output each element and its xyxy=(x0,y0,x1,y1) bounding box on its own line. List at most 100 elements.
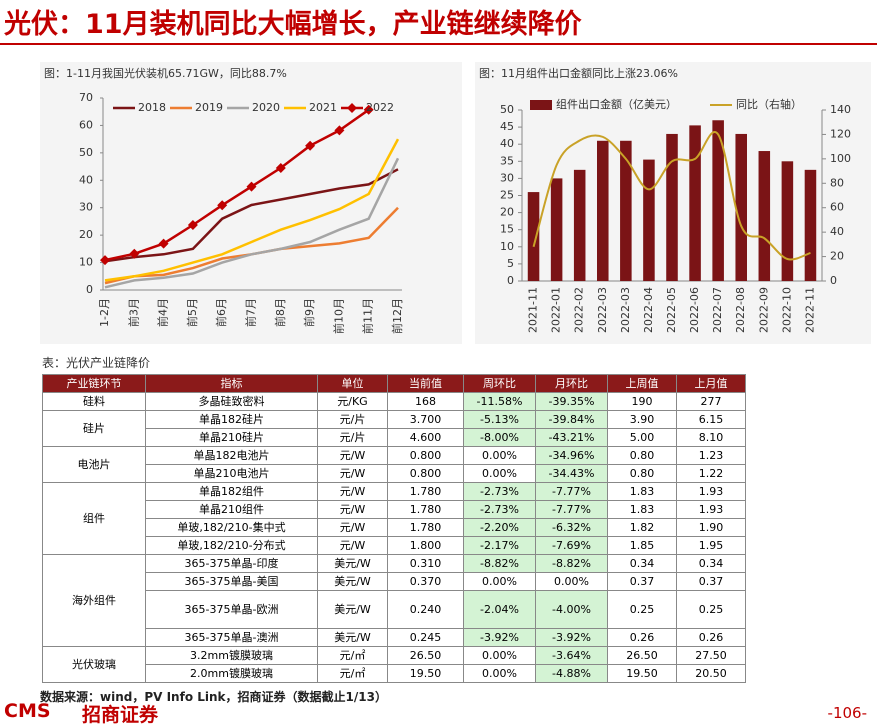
table-cell: -34.96% xyxy=(535,446,608,465)
table-cell: 1.93 xyxy=(676,482,746,501)
column-header: 产业链环节 xyxy=(42,374,146,393)
table-cell: 元/片 xyxy=(317,428,388,447)
table-cell: 1.780 xyxy=(387,500,464,519)
bar xyxy=(804,169,817,281)
table-row: 海外组件 365-375单晶-印度 美元/W 0.310 -8.82% -8.82% 0.3… xyxy=(42,554,746,647)
bar xyxy=(689,125,701,281)
table-cell: 0.370 xyxy=(387,572,464,591)
column-header: 指标 xyxy=(145,374,318,393)
y-tick-label: 70 xyxy=(79,91,93,104)
company-name: 招商证券 xyxy=(82,704,159,726)
table-title: 表：光伏产业链降价 xyxy=(42,356,151,370)
table-cell: 27.50 xyxy=(676,646,746,665)
bar xyxy=(597,140,609,281)
table-cell: 元/W xyxy=(317,536,388,555)
x-tick-label: 2022-07 xyxy=(711,287,724,333)
x-tick-label: 2022-09 xyxy=(757,287,770,333)
table-cell: 365-375单晶-欧洲 xyxy=(145,590,318,629)
table-cell: 365-375单晶-印度 xyxy=(145,554,318,573)
table-cell: -4.88% xyxy=(535,664,608,683)
bar xyxy=(758,151,771,281)
table-cell: -6.32% xyxy=(535,518,608,537)
table-cell: 26.50 xyxy=(607,646,677,665)
table-row: 365-375单晶-欧洲 美元/W 0.240 -2.04% -4.00% 0.25 0.2… xyxy=(43,590,746,629)
table-cell: -2.73% xyxy=(463,482,536,501)
x-tick-label: 前7月 xyxy=(244,298,258,327)
table-row: 组件 单晶182组件 元/W 1.780 -2.73% -7.77% 1.83 1.93 xyxy=(42,482,746,555)
x-tick-label: 前6月 xyxy=(214,298,228,327)
x-tick-label: 前11月 xyxy=(361,298,375,334)
bar xyxy=(527,192,540,281)
bar xyxy=(735,133,747,281)
column-header: 周环比 xyxy=(463,374,536,393)
table-cell: 1.85 xyxy=(607,536,677,555)
x-tick-label: 2022-05 xyxy=(665,287,678,333)
table-cell: 19.50 xyxy=(607,664,677,683)
table-cell: 3.2mm镀膜玻璃 xyxy=(145,646,318,665)
table-cell: 0.800 xyxy=(387,464,464,483)
column-header: 月环比 xyxy=(535,374,608,393)
table-cell: 美元/W xyxy=(317,554,388,573)
table-row: 硅片 单晶182硅片 元/片 3.700 -5.13% -39.84% 3.90 6.15 xyxy=(42,410,746,447)
table-row: 硅料 多晶硅致密料 元/KG 168 -11.58% -39.35% 190 277 xyxy=(42,392,746,411)
table-cell: 190 xyxy=(607,392,677,411)
table-cell: 元/㎡ xyxy=(317,646,388,665)
x-tick-label: 2022-10 xyxy=(780,287,793,333)
panel xyxy=(40,62,462,344)
header-row: 产业链环节 指标 单位 当前值 周环比 月环比 上周值 上月值 xyxy=(42,374,746,393)
table-cell: 多晶硅致密料 xyxy=(145,392,318,411)
legend-label: 2022 xyxy=(366,101,394,114)
table-cell: 20.50 xyxy=(676,664,746,683)
legend-swatch xyxy=(530,100,552,110)
table-cell: 1.82 xyxy=(607,518,677,537)
table-cell: 0.26 xyxy=(607,628,677,647)
table-cell: 1.780 xyxy=(387,482,464,501)
table-cell: -8.00% xyxy=(463,428,536,447)
bar xyxy=(781,161,794,281)
y-tick-label: 60 xyxy=(79,118,93,131)
series-line xyxy=(104,168,399,263)
table-cell: 1.90 xyxy=(676,518,746,537)
table-cell: -2.20% xyxy=(463,518,536,537)
table-cell: 元/W xyxy=(317,464,388,483)
bar xyxy=(643,159,655,281)
table-row: 单玻,182/210-分布式 元/W 1.800 -2.17% -7.69% 1.85 1.… xyxy=(43,536,746,555)
x-tick-label: 2021-11 xyxy=(527,287,540,333)
table-cell: 0.34 xyxy=(676,554,746,573)
table-cell: -39.84% xyxy=(535,410,608,429)
y2-tick-label: 40 xyxy=(830,225,844,238)
table-cell: 元/W xyxy=(317,500,388,519)
table-cell: 5.00 xyxy=(607,428,677,447)
table-cell: 1.93 xyxy=(676,500,746,519)
table-cell: -2.04% xyxy=(463,590,536,629)
table-cell: -7.77% xyxy=(535,482,608,501)
y-tick-label: 50 xyxy=(79,146,93,159)
series-line xyxy=(104,108,370,262)
legend-label: 2019 xyxy=(195,101,223,114)
table-row: 单玻,182/210-集中式 元/W 1.780 -2.20% -6.32% 1.82 1.… xyxy=(43,518,746,537)
bar xyxy=(550,178,563,281)
table-row: 单晶210电池片 元/W 0.800 0.00% -34.43% 0.80 1.22 xyxy=(43,464,746,483)
series-line xyxy=(104,138,400,282)
point xyxy=(246,181,257,192)
table-cell: -7.69% xyxy=(535,536,608,555)
table-cell: -4.00% xyxy=(535,590,608,629)
table-cell: -34.43% xyxy=(535,464,608,483)
table-cell: 168 xyxy=(387,392,464,411)
table-cell: 单晶210硅片 xyxy=(145,428,318,447)
table-cell: 1.780 xyxy=(387,518,464,537)
table-cell: 0.00% xyxy=(463,446,536,465)
legend-label: 同比（右轴） xyxy=(736,97,802,111)
table-cell: -39.35% xyxy=(535,392,608,411)
column-header: 当前值 xyxy=(387,374,464,393)
table-cell: 26.50 xyxy=(387,646,464,665)
column-header: 上月值 xyxy=(676,374,746,393)
x-tick-label: 2022-02 xyxy=(573,287,586,333)
table-row: 2.0mm镀膜玻璃 元/㎡ 19.50 0.00% -4.88% 19.50 20.50 xyxy=(43,664,746,683)
table-cell: 0.80 xyxy=(607,446,677,465)
table-cell: -43.21% xyxy=(535,428,608,447)
y-tick-label: 20 xyxy=(500,206,514,219)
table-cell: 1.23 xyxy=(676,446,746,465)
page-title: 光伏：11月装机同比大幅增长，产业链继续降价 xyxy=(4,9,582,40)
